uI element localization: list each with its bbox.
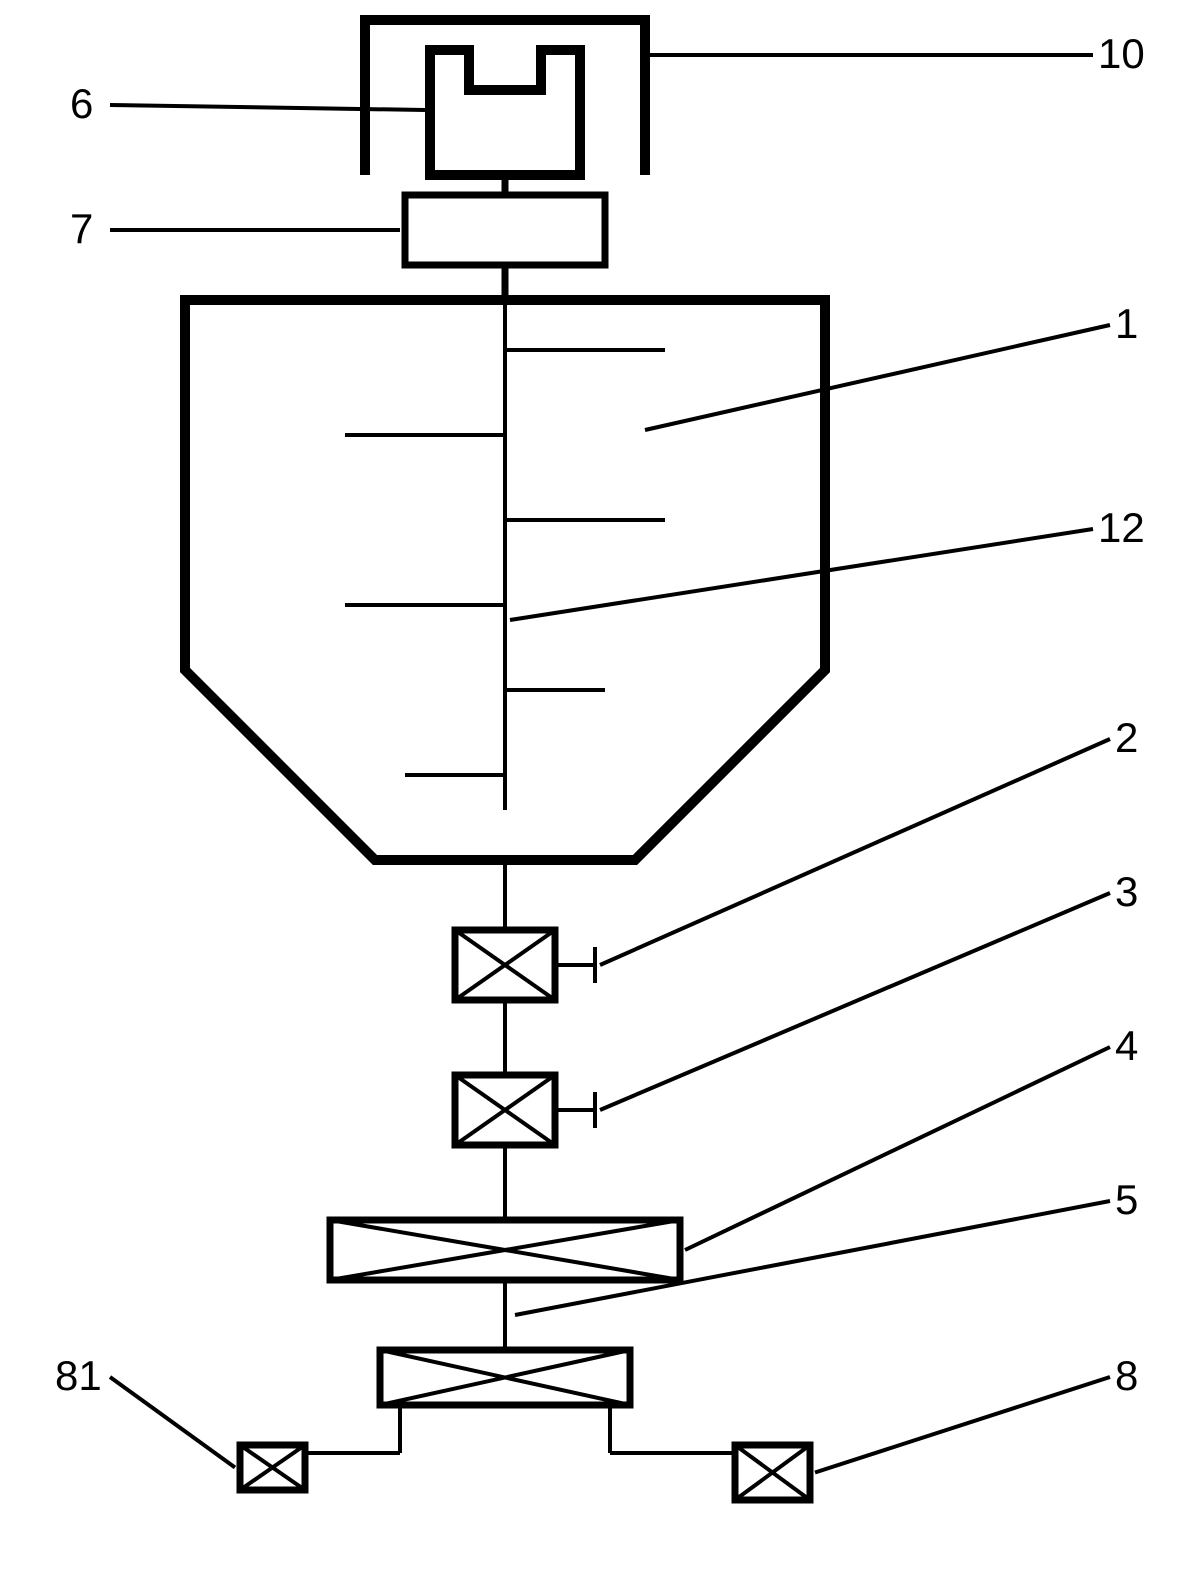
label-81: 81 [55,1352,102,1400]
label-3: 3 [1115,868,1138,916]
label-2: 2 [1115,714,1138,762]
label-12: 12 [1098,504,1145,552]
label-8: 8 [1115,1352,1138,1400]
label-7: 7 [70,205,93,253]
label-1: 1 [1115,300,1138,348]
label-6: 6 [70,80,93,128]
label-5: 5 [1115,1176,1138,1224]
label-4: 4 [1115,1022,1138,1070]
process-diagram [0,0,1182,1573]
label-10: 10 [1098,30,1145,78]
